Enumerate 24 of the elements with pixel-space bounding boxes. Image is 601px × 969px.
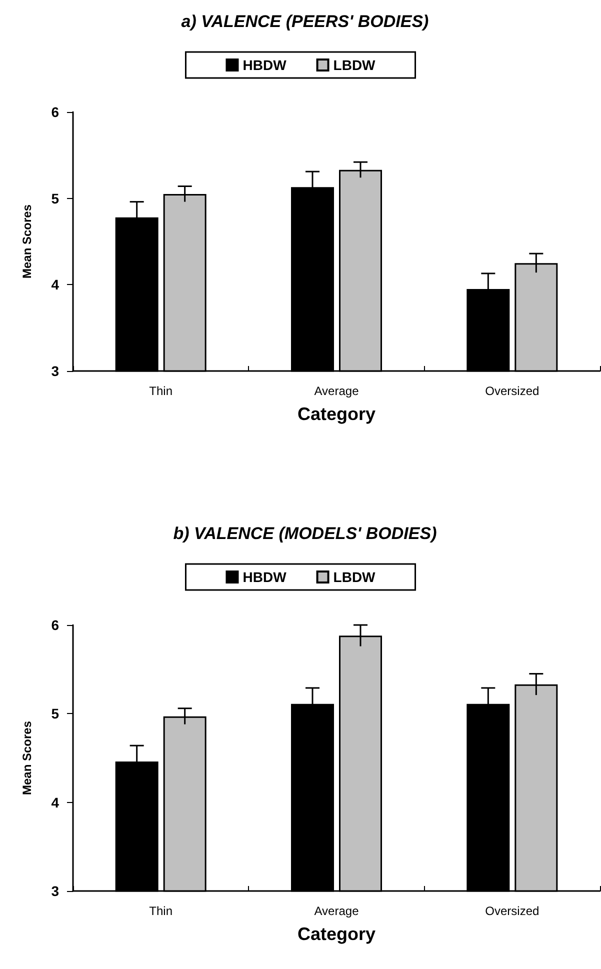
y-tick-label: 6 bbox=[51, 104, 60, 120]
y-axis-title: Mean Scores bbox=[20, 720, 34, 796]
y-tick-label: 3 bbox=[51, 363, 60, 379]
y-axis-title: Mean Scores bbox=[20, 204, 34, 279]
chart-title: b) VALENCE (MODELS' BODIES) bbox=[173, 524, 438, 543]
legend-label: HBDW bbox=[242, 569, 288, 585]
y-tick-label: 4 bbox=[51, 276, 60, 293]
y-tick-label: 3 bbox=[51, 883, 60, 899]
x-tick-label: Average bbox=[314, 384, 360, 398]
chart-title: a) VALENCE (PEERS' BODIES) bbox=[181, 12, 430, 31]
x-tick-label: Thin bbox=[149, 384, 173, 398]
x-tick-label: Average bbox=[314, 904, 360, 918]
legend-label: HBDW bbox=[242, 57, 288, 73]
x-axis-title: Category bbox=[297, 924, 376, 944]
legend-label: LBDW bbox=[333, 569, 376, 585]
y-tick-label: 4 bbox=[51, 794, 60, 810]
x-tick-label: Oversized bbox=[485, 904, 540, 918]
x-tick-label: Oversized bbox=[485, 384, 540, 398]
x-axis-title: Category bbox=[297, 404, 376, 424]
legend-label: LBDW bbox=[333, 57, 376, 73]
y-tick-label: 6 bbox=[51, 617, 60, 633]
y-tick-label: 5 bbox=[51, 706, 60, 722]
y-tick-label: 5 bbox=[51, 190, 60, 206]
x-tick-label: Thin bbox=[149, 904, 173, 918]
